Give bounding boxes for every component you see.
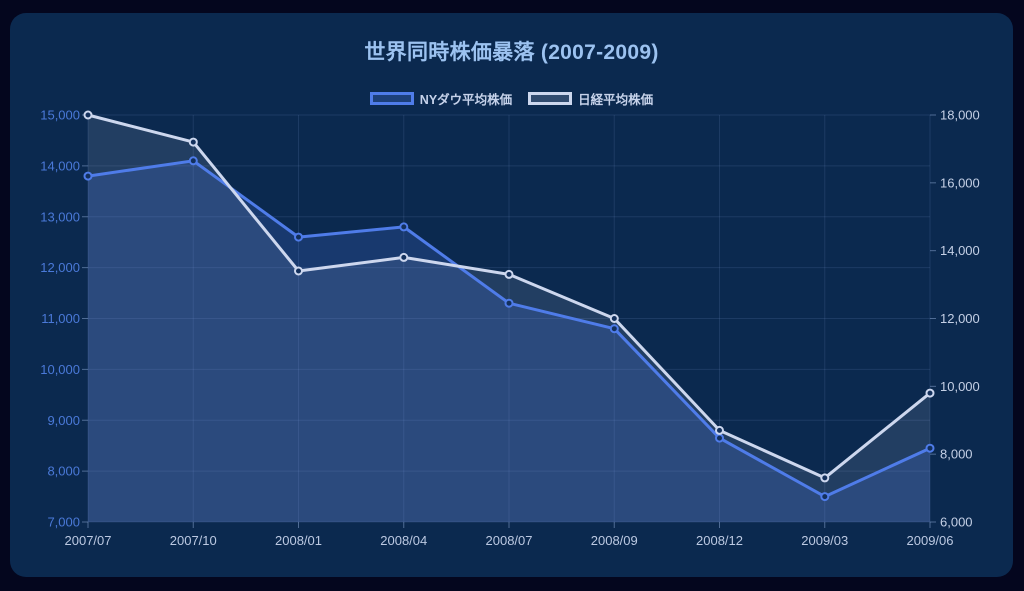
- data-point-marker[interactable]: [188, 156, 198, 166]
- y-axis-left-tick-label: 9,000: [47, 413, 80, 428]
- data-point-marker[interactable]: [399, 252, 409, 262]
- y-axis-right-tick-label: 8,000: [940, 447, 973, 462]
- x-axis-tick-label: 2009/06: [907, 533, 954, 548]
- x-axis-tick-label: 2008/07: [486, 533, 533, 548]
- x-axis-tick-label: 2008/04: [380, 533, 427, 548]
- data-point-marker[interactable]: [294, 232, 303, 242]
- y-axis-left-tick-label: 11,000: [41, 311, 80, 326]
- legend-swatch-ny-dow-icon: [369, 92, 414, 105]
- data-point-marker[interactable]: [504, 269, 514, 279]
- data-point-marker[interactable]: [715, 425, 724, 435]
- y-axis-right-tick-label: 16,000: [940, 175, 980, 190]
- y-axis-right-tick-label: 10,000: [940, 379, 980, 394]
- data-point-marker[interactable]: [609, 314, 619, 323]
- chart-card: 世界同時株価暴落 (2007-2009) NYダウ平均株価 日経平均株価 7,0…: [10, 13, 1013, 577]
- y-axis-right-tick-label: 14,000: [940, 243, 980, 258]
- series-area-1: [88, 115, 930, 522]
- y-axis-left-tick-label: 14,000: [40, 158, 80, 173]
- x-axis-tick-label: 2008/09: [591, 533, 638, 548]
- x-axis-tick-label: 2008/12: [696, 533, 743, 548]
- legend-label-nikkei: 日経平均株価: [578, 93, 654, 107]
- chart-legend: NYダウ平均株価 日経平均株価: [10, 89, 1013, 108]
- y-axis-right-tick-label: 12,000: [940, 311, 980, 326]
- data-point-marker[interactable]: [188, 137, 198, 147]
- x-axis-tick-label: 2007/07: [65, 533, 112, 548]
- data-point-marker[interactable]: [820, 492, 830, 502]
- data-point-marker[interactable]: [294, 266, 303, 276]
- data-point-marker[interactable]: [820, 473, 830, 483]
- x-axis-tick-label: 2008/01: [275, 533, 322, 548]
- y-axis-left-tick-label: 13,000: [40, 209, 80, 224]
- legend-item-ny-dow[interactable]: NYダウ平均株価: [369, 89, 513, 108]
- y-axis-left-tick-label: 12,000: [40, 260, 80, 275]
- data-point-marker[interactable]: [399, 222, 409, 232]
- data-point-marker[interactable]: [83, 171, 93, 181]
- y-axis-left-tick-label: 7,000: [47, 515, 80, 530]
- x-axis-tick-label: 2009/03: [801, 533, 848, 548]
- y-axis-left-tick-label: 15,000: [40, 108, 80, 123]
- y-axis-left-tick-label: 8,000: [47, 464, 80, 479]
- line-chart-plot-area[interactable]: 7,000 8,000 9,000 10,000 11,000 12,000 13,000 1…: [10, 13, 1013, 577]
- data-point-marker[interactable]: [925, 388, 935, 398]
- y-axis-left-tick-label: 10,000: [40, 362, 80, 377]
- series-area-0: [88, 160, 930, 523]
- data-point-marker[interactable]: [504, 298, 514, 308]
- chart-title: 世界同時株価暴落 (2007-2009): [364, 41, 659, 64]
- legend-label-ny-dow: NYダウ平均株価: [419, 93, 513, 107]
- y-axis-right-tick-label: 18,000: [940, 108, 980, 123]
- data-point-marker[interactable]: [715, 433, 724, 443]
- x-axis-tick-label: 2007/10: [170, 533, 217, 548]
- legend-swatch-nikkei-icon: [528, 92, 573, 105]
- y-axis-right-tick-label: 6,000: [940, 515, 973, 530]
- data-point-marker[interactable]: [609, 324, 619, 334]
- data-point-marker[interactable]: [83, 110, 93, 120]
- legend-item-nikkei[interactable]: 日経平均株価: [528, 89, 653, 108]
- data-point-marker[interactable]: [925, 443, 935, 453]
